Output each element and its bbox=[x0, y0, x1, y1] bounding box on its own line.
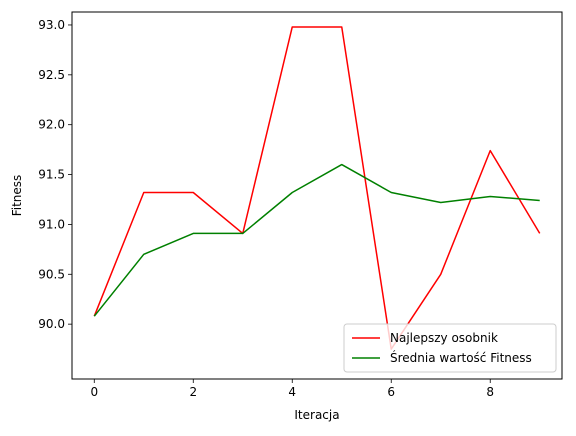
y-tick-label: 93.0 bbox=[38, 18, 65, 32]
y-tick-label: 92.5 bbox=[38, 68, 65, 82]
legend-label-1: Najlepszy osobnik bbox=[390, 331, 498, 345]
y-tick-label: 90.5 bbox=[38, 267, 65, 281]
series-line-1 bbox=[93, 26, 541, 350]
x-tick-label: 4 bbox=[288, 385, 296, 399]
series-line-2 bbox=[93, 163, 540, 317]
y-tick-label: 91.0 bbox=[38, 217, 65, 231]
x-axis-ticks: 0 2 4 6 8 bbox=[90, 379, 494, 399]
y-axis-ticks: 90.0 90.5 91.0 91.5 92.0 92.5 93.0 bbox=[38, 18, 72, 331]
legend-label-2: Średnia wartość Fitness bbox=[390, 350, 532, 365]
y-tick-label: 92.0 bbox=[38, 118, 65, 132]
y-tick-label: 91.5 bbox=[38, 168, 65, 182]
x-axis-label: Iteracja bbox=[294, 408, 339, 422]
y-tick-label: 90.0 bbox=[38, 317, 65, 331]
plot-lines bbox=[93, 26, 541, 350]
x-tick-label: 2 bbox=[189, 385, 197, 399]
x-tick-label: 6 bbox=[387, 385, 395, 399]
y-axis-label: Fitness bbox=[10, 175, 24, 217]
x-tick-label: 8 bbox=[486, 385, 494, 399]
legend-box bbox=[343, 323, 557, 373]
axes-frame bbox=[71, 11, 563, 380]
x-tick-label: 0 bbox=[90, 385, 98, 399]
legend: Najlepszy osobnik Średnia wartość Fitness bbox=[343, 323, 557, 373]
